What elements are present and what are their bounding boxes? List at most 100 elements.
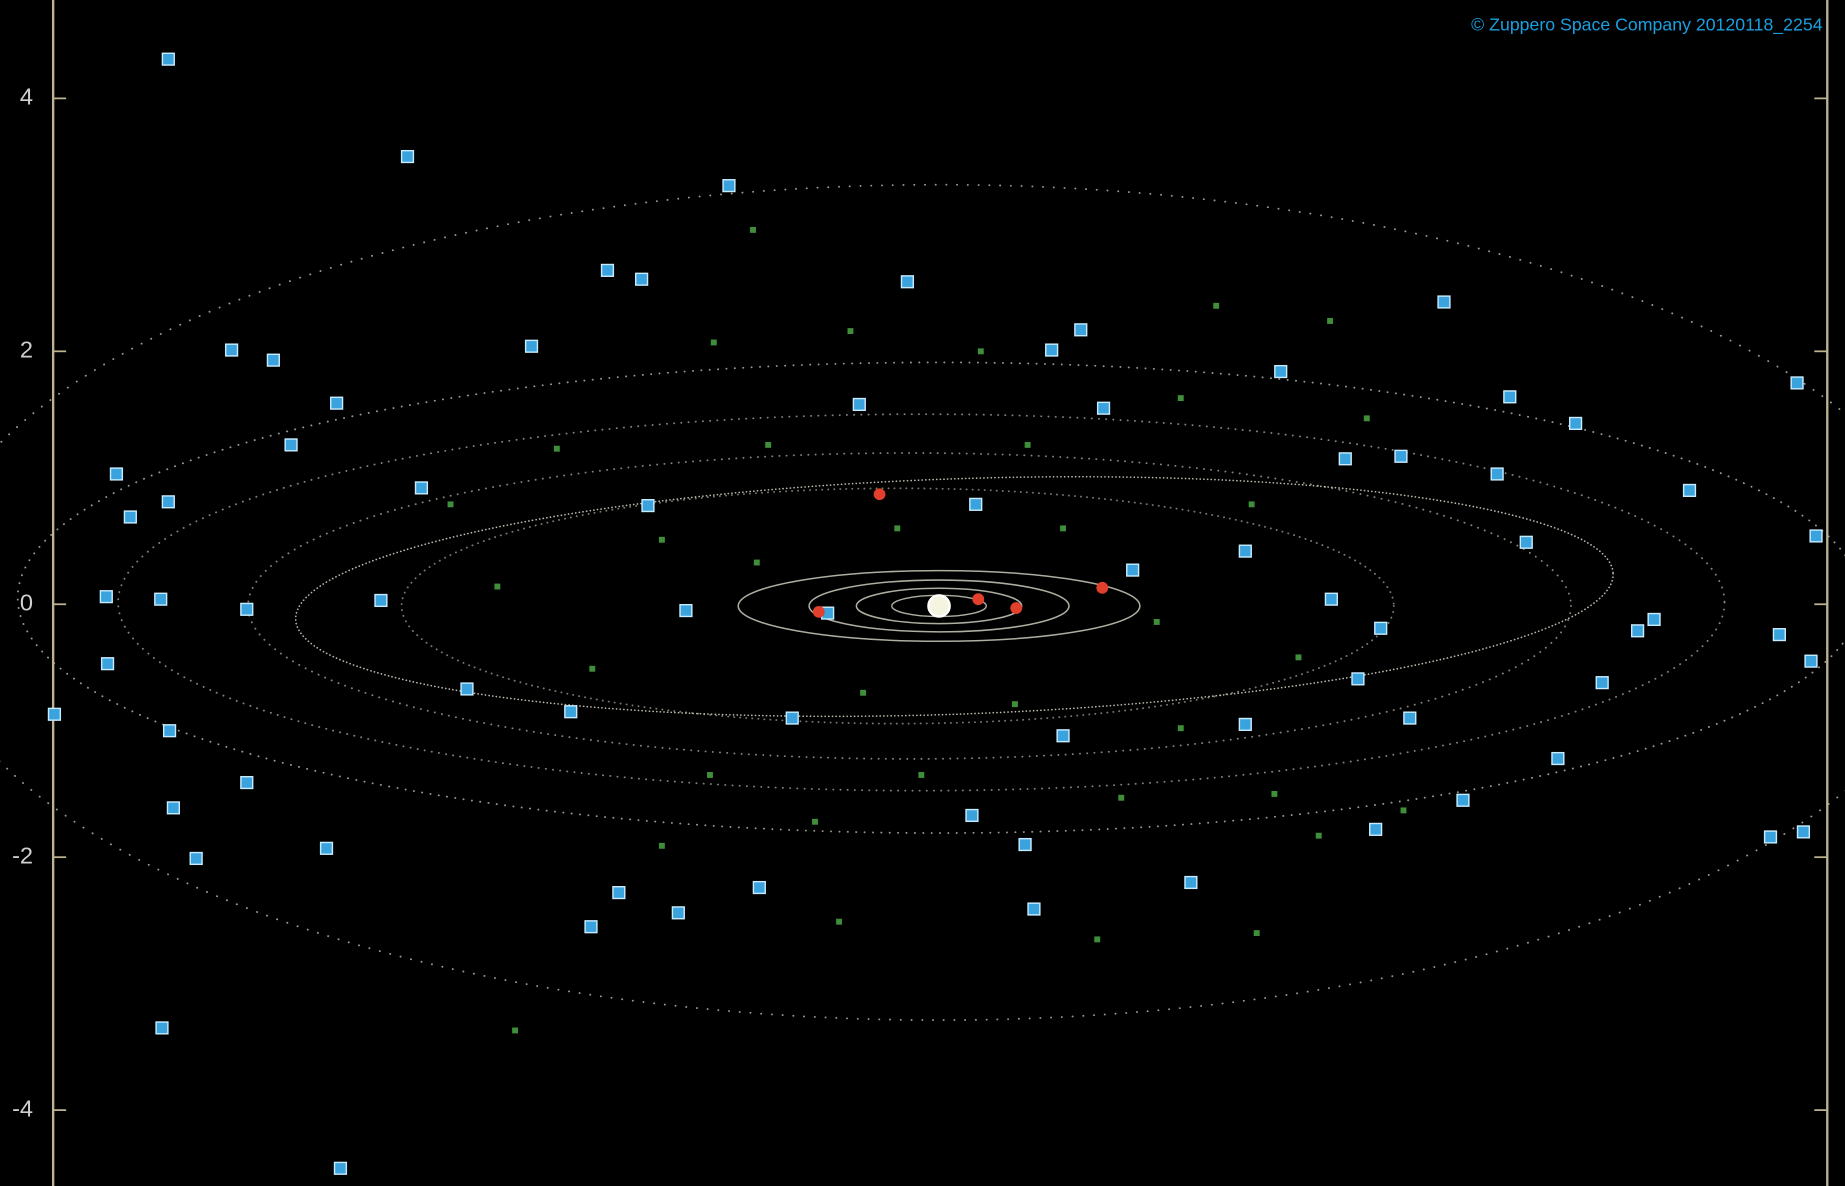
y-tick-label: 2 (20, 337, 33, 363)
asteroid-large (1682, 483, 1697, 498)
asteroid-small (1094, 936, 1101, 943)
asteroid-small (836, 918, 843, 925)
asteroid-large (414, 481, 429, 495)
ring (247, 452, 1572, 760)
asteroid-small (753, 559, 760, 566)
asteroid-large (1403, 711, 1417, 725)
asteroid-large (1374, 621, 1388, 635)
asteroid-large (671, 906, 685, 920)
asteroid-large (1519, 535, 1533, 549)
asteroid-large (1595, 676, 1609, 690)
asteroid-small (1213, 302, 1220, 309)
ring (17, 361, 1845, 834)
asteroid-large (852, 397, 866, 412)
asteroid-small (589, 665, 596, 672)
asteroid-small (1153, 619, 1160, 625)
ring (400, 487, 1395, 725)
asteroid-large (240, 775, 254, 790)
asteroid-small (707, 772, 713, 778)
asteroid-large (1631, 624, 1645, 638)
asteroid-large (969, 497, 983, 511)
asteroid-small (1315, 832, 1322, 839)
planet (873, 488, 886, 501)
asteroid-small (1327, 318, 1334, 324)
asteroid-large (1045, 343, 1059, 357)
asteroid-large (1772, 628, 1786, 642)
asteroid-small (447, 501, 454, 508)
asteroid-large (1274, 364, 1288, 379)
planet-orbit (808, 579, 1070, 633)
asteroid-large (612, 886, 626, 900)
orbit-field (0, 183, 1845, 1021)
asteroid-large (1096, 401, 1111, 415)
asteroid-large (600, 263, 615, 277)
asteroid-large (460, 682, 474, 696)
comet-orbit (294, 475, 1614, 718)
asteroid-large (785, 711, 799, 725)
asteroid-large (374, 593, 388, 608)
asteroid-large (123, 510, 137, 524)
asteroid-small (1253, 930, 1260, 937)
asteroid-large (1503, 390, 1517, 404)
asteroid-large (679, 603, 693, 618)
planet (972, 593, 985, 606)
asteroid-small (1012, 701, 1018, 708)
asteroid-large (1568, 416, 1583, 430)
asteroid-small (750, 226, 756, 233)
asteroid-large (189, 851, 203, 866)
asteroid-small (1363, 415, 1370, 422)
asteroid-large (1551, 751, 1565, 766)
asteroid-large (584, 920, 598, 934)
asteroid-large (109, 467, 124, 481)
asteroid-large (266, 353, 280, 367)
asteroid-small (1248, 501, 1255, 508)
asteroid-small (1400, 807, 1407, 814)
asteroid-large (1018, 837, 1032, 852)
asteroid-large (161, 52, 175, 66)
asteroid-large (1027, 902, 1041, 916)
asteroid-large (635, 272, 649, 286)
y-tick-label: 4 (20, 84, 33, 110)
asteroid-small (977, 348, 984, 355)
asteroid-large (1437, 295, 1451, 309)
asteroid-large (965, 808, 979, 823)
asteroid-small (1118, 794, 1125, 801)
asteroid-small (894, 525, 901, 532)
asteroid-small (1177, 395, 1184, 402)
asteroid-large (99, 590, 113, 604)
asteroid-large (1338, 452, 1352, 466)
asteroid-large (524, 339, 539, 353)
asteroid-small (1060, 525, 1067, 532)
asteroid-large (1647, 612, 1661, 627)
asteroid-small (847, 328, 854, 335)
asteroid-large (1796, 825, 1811, 839)
asteroid-large (722, 179, 736, 193)
asteroid-large (333, 1161, 348, 1175)
asteroid-large (319, 841, 334, 855)
planet (812, 605, 825, 618)
asteroid-small (512, 1027, 519, 1034)
asteroid-large (224, 343, 239, 357)
asteroid-large (1809, 529, 1823, 543)
asteroid-small (812, 818, 818, 825)
planet-orbit (737, 569, 1141, 643)
asteroid-large (641, 499, 655, 513)
asteroid-large (1763, 830, 1778, 844)
asteroid-large (161, 495, 175, 509)
asteroid-large (1074, 323, 1088, 337)
asteroid-large (1056, 729, 1070, 743)
asteroid-small (553, 445, 560, 452)
asteroid-large (47, 707, 62, 721)
planet (1096, 581, 1109, 594)
ring (117, 413, 1726, 792)
asteroid-large (564, 705, 578, 719)
asteroid-large (240, 602, 254, 616)
asteroid-small (658, 536, 665, 543)
asteroid-large (752, 880, 766, 895)
y-tick-label: -4 (12, 1095, 33, 1121)
asteroid-small (658, 842, 665, 849)
asteroid-large (100, 657, 115, 671)
asteroid-large (162, 724, 177, 738)
